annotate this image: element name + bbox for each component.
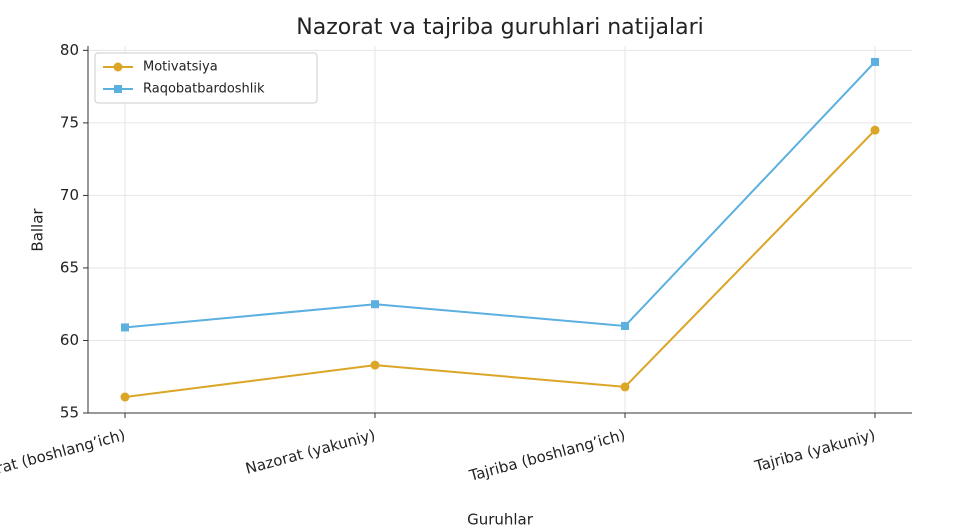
legend-box xyxy=(94,52,318,104)
point xyxy=(370,360,380,370)
y-tick-label: 80 xyxy=(60,41,79,59)
y-tick-label: 55 xyxy=(60,404,79,422)
legend-marker xyxy=(114,85,122,93)
x-axis-label: Guruhlar xyxy=(467,511,534,529)
y-tick-label: 75 xyxy=(60,113,79,131)
series-line xyxy=(124,129,876,399)
point xyxy=(371,300,379,309)
x-tick-label: Nazorat (yakuniy) xyxy=(244,426,378,478)
x-tick-label: Tajriba (yakuniy) xyxy=(752,426,877,476)
y-tick-label: 60 xyxy=(60,331,79,349)
chart-title: Nazorat va tajriba guruhlari natijalari xyxy=(296,15,704,40)
point xyxy=(621,321,629,330)
point xyxy=(620,382,630,392)
x-tick-label: Nazorat (boshlang’ich) xyxy=(0,426,127,487)
y-axis-label: Ballar xyxy=(29,208,47,252)
point xyxy=(870,125,880,135)
point xyxy=(871,57,879,66)
y-tick-label: 70 xyxy=(60,186,79,204)
legend: Motivatsiya Raqobatbardoshlik xyxy=(94,52,318,104)
legend-label: Motivatsiya xyxy=(143,60,218,75)
legend-marker xyxy=(113,62,123,72)
series-line xyxy=(124,61,876,329)
point xyxy=(120,392,130,402)
legend-label: Raqobatbardoshlik xyxy=(143,82,265,97)
point xyxy=(121,323,129,332)
y-tick-label: 65 xyxy=(60,258,79,276)
x-tick-label: Tajriba (boshlang’ich) xyxy=(466,426,627,485)
